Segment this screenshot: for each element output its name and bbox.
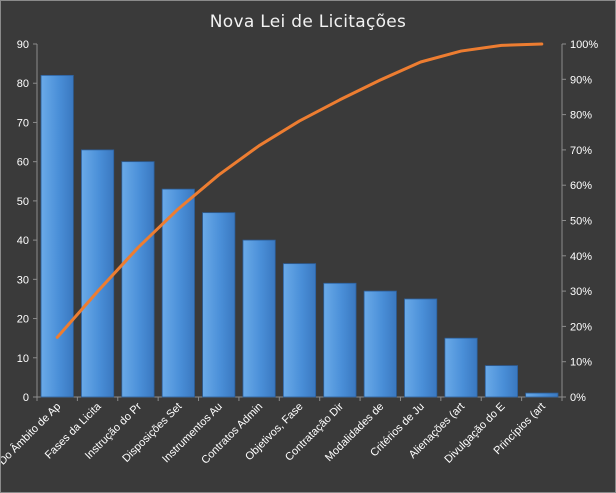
y-tick-label: 20 bbox=[17, 314, 29, 326]
bar bbox=[484, 365, 518, 398]
y2-tick-label: 30% bbox=[570, 286, 592, 298]
y2-tick-label: 90% bbox=[570, 74, 592, 86]
y-tick-label: 60 bbox=[17, 157, 29, 169]
y-tick-label: 50 bbox=[17, 196, 29, 208]
y-tick-label: 40 bbox=[17, 235, 29, 247]
bar bbox=[121, 161, 155, 398]
y-tick-label: 80 bbox=[17, 78, 29, 90]
chart-title: Nova Lei de Licitações bbox=[210, 12, 406, 32]
y2-tick-label: 80% bbox=[570, 110, 592, 122]
y2-tick-label: 0% bbox=[570, 392, 586, 404]
bar bbox=[161, 188, 195, 398]
bar bbox=[242, 239, 276, 398]
y2-tick-label: 60% bbox=[570, 180, 592, 192]
bar bbox=[202, 212, 236, 398]
y2-tick-label: 10% bbox=[570, 357, 592, 369]
y2-tick-label: 50% bbox=[570, 216, 592, 228]
cumulative-line bbox=[55, 42, 544, 339]
bar bbox=[81, 149, 115, 398]
y-tick-label: 30 bbox=[17, 274, 29, 286]
y-tick-label: 90 bbox=[17, 39, 29, 51]
y2-tick-label: 70% bbox=[570, 145, 592, 157]
bar bbox=[525, 392, 559, 398]
bar bbox=[40, 74, 74, 398]
bar bbox=[363, 290, 397, 398]
y-tick-label: 70 bbox=[17, 117, 29, 129]
y2-tick-label: 100% bbox=[570, 39, 598, 51]
y-tick-label: 0 bbox=[23, 392, 29, 404]
y2-tick-label: 20% bbox=[570, 321, 592, 333]
y-tick-label: 10 bbox=[17, 353, 29, 365]
y2-tick-label: 40% bbox=[570, 251, 592, 263]
bar bbox=[282, 263, 317, 398]
bars bbox=[40, 74, 559, 398]
cumulative-percent-line bbox=[55, 42, 544, 339]
bar bbox=[444, 337, 478, 398]
bar bbox=[323, 282, 357, 398]
bar bbox=[404, 298, 438, 398]
